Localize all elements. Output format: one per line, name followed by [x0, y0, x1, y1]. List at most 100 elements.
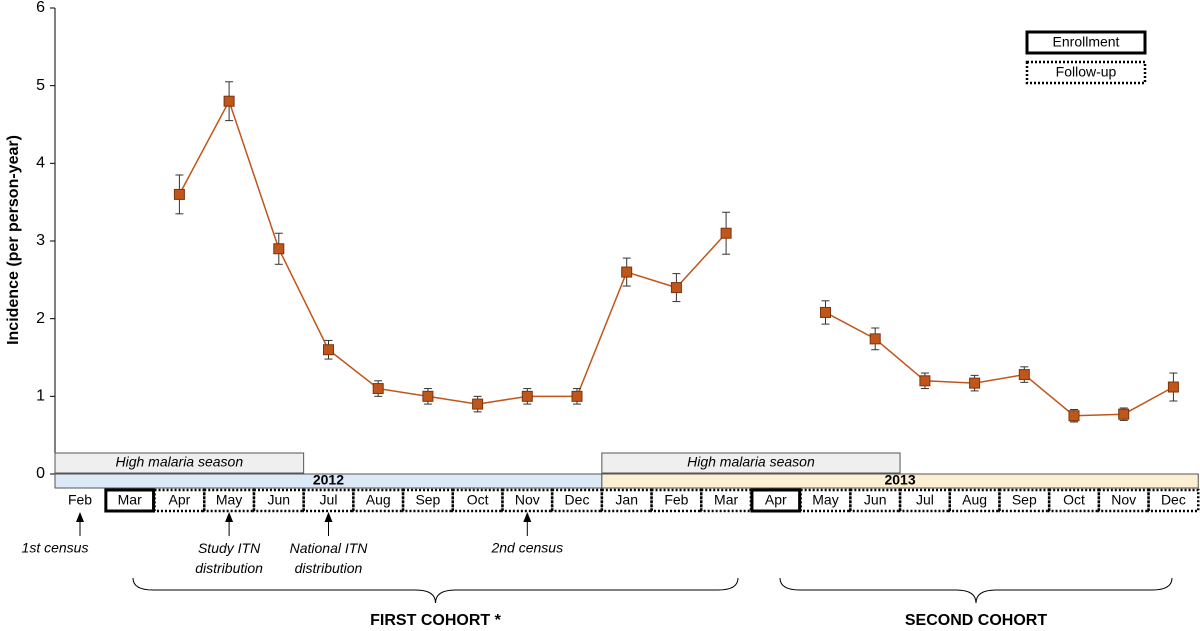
y-tick-label: 3 — [36, 232, 45, 249]
x-tick-label: Sep — [415, 492, 440, 508]
arrow-head — [225, 512, 234, 522]
annotation-line: National ITN — [290, 540, 369, 556]
marker — [571, 390, 583, 402]
arrow-head — [324, 512, 333, 522]
year-label: 2013 — [884, 472, 915, 488]
follow-up-cell — [650, 488, 703, 513]
arrow-head — [76, 512, 84, 522]
season-box — [601, 452, 901, 474]
marker — [1068, 410, 1080, 422]
marker — [422, 390, 434, 402]
x-tick-label: Aug — [366, 492, 391, 508]
y-tick-label: 6 — [36, 0, 45, 16]
season-label: High malaria season — [116, 454, 244, 470]
x-tick-label: Nov — [515, 492, 540, 508]
y-tick-label: 2 — [36, 310, 45, 327]
cohort-brace — [779, 577, 1173, 604]
follow-up-cell — [998, 488, 1051, 513]
follow-up-cell — [203, 488, 256, 513]
x-tick-label: Nov — [1111, 492, 1136, 508]
marker — [1018, 369, 1030, 381]
x-tick-label: Jun — [268, 492, 291, 508]
follow-up-cell — [898, 488, 951, 513]
legend-label: Follow-up — [1056, 64, 1117, 80]
annotation: National ITN distribution — [290, 540, 369, 576]
marker — [1118, 408, 1130, 420]
x-tick-label: Feb — [68, 492, 92, 508]
y-tick-label: 5 — [36, 77, 45, 94]
x-tick-label: Sep — [1012, 492, 1037, 508]
marker — [820, 306, 831, 318]
x-tick-label: Mar — [714, 492, 738, 508]
x-tick-label: Jul — [916, 492, 934, 508]
follow-up-cell — [948, 488, 1001, 513]
annotation: 1st census — [22, 540, 89, 556]
cohort-brace — [132, 577, 739, 604]
y-tick-label: 4 — [36, 155, 45, 172]
y-axis-label: Incidence (per person-year) — [5, 135, 22, 345]
x-tick-label: Oct — [1063, 492, 1085, 508]
year-band — [601, 473, 1199, 489]
marker — [670, 282, 682, 294]
follow-up-cell — [799, 488, 852, 513]
x-tick-label: Oct — [467, 492, 489, 508]
enrollment-cell — [104, 488, 156, 513]
x-tick-label: Dec — [1161, 492, 1186, 508]
x-tick-label: Apr — [765, 492, 787, 508]
follow-up-cell — [451, 488, 504, 513]
annotation: Study ITN distribution — [195, 540, 263, 576]
enrollment-cell — [750, 488, 802, 513]
follow-up-cell — [501, 488, 554, 513]
x-tick-label: May — [216, 492, 242, 508]
follow-up-cell — [600, 488, 653, 513]
marker — [472, 398, 484, 410]
marker — [521, 390, 533, 402]
follow-up-cell — [849, 488, 902, 513]
follow-up-cell — [1097, 488, 1150, 513]
x-tick-label: Aug — [962, 492, 987, 508]
marker — [1167, 381, 1179, 393]
annotation-line: distribution — [195, 560, 263, 576]
y-tick-label: 0 — [36, 465, 45, 482]
follow-up-cell — [401, 488, 454, 513]
follow-up-cell — [252, 488, 305, 513]
x-tick-label: Jan — [615, 492, 638, 508]
legend-follow-up-box — [1025, 60, 1147, 85]
marker — [969, 377, 981, 389]
season-label: High malaria season — [687, 454, 815, 470]
annotation: 2nd census — [490, 540, 563, 556]
marker — [372, 383, 384, 395]
follow-up-cell — [1147, 488, 1200, 513]
arrow-head — [523, 512, 532, 522]
x-tick-label: May — [812, 492, 838, 508]
season-box — [54, 452, 305, 474]
x-tick-label: Dec — [565, 492, 590, 508]
marker — [621, 266, 633, 278]
x-tick-label: Apr — [169, 492, 191, 508]
y-tick-label: 1 — [36, 388, 45, 405]
follow-up-cell — [550, 488, 604, 513]
cohort-label: FIRST COHORT * — [370, 612, 501, 629]
follow-up-cell — [302, 488, 355, 513]
follow-up-cell — [1047, 488, 1101, 513]
marker — [223, 95, 235, 107]
follow-up-cell — [153, 488, 206, 513]
x-tick-label: Jun — [864, 492, 887, 508]
marker — [869, 333, 881, 345]
marker — [273, 243, 285, 255]
legend-enrollment-box — [1025, 30, 1147, 55]
legend-label: Enrollment — [1053, 34, 1120, 50]
x-tick-label: Jul — [320, 492, 338, 508]
follow-up-cell — [352, 488, 405, 513]
cohort-label: SECOND COHORT — [905, 612, 1047, 629]
annotation-line: distribution — [295, 560, 363, 576]
marker — [173, 188, 185, 200]
marker — [720, 227, 732, 239]
annotation-line: Study ITN — [198, 540, 261, 556]
x-tick-label: Mar — [118, 492, 142, 508]
series-line — [178, 99, 1174, 417]
marker — [323, 344, 334, 356]
year-label: 2012 — [313, 472, 344, 488]
marker — [919, 375, 931, 387]
